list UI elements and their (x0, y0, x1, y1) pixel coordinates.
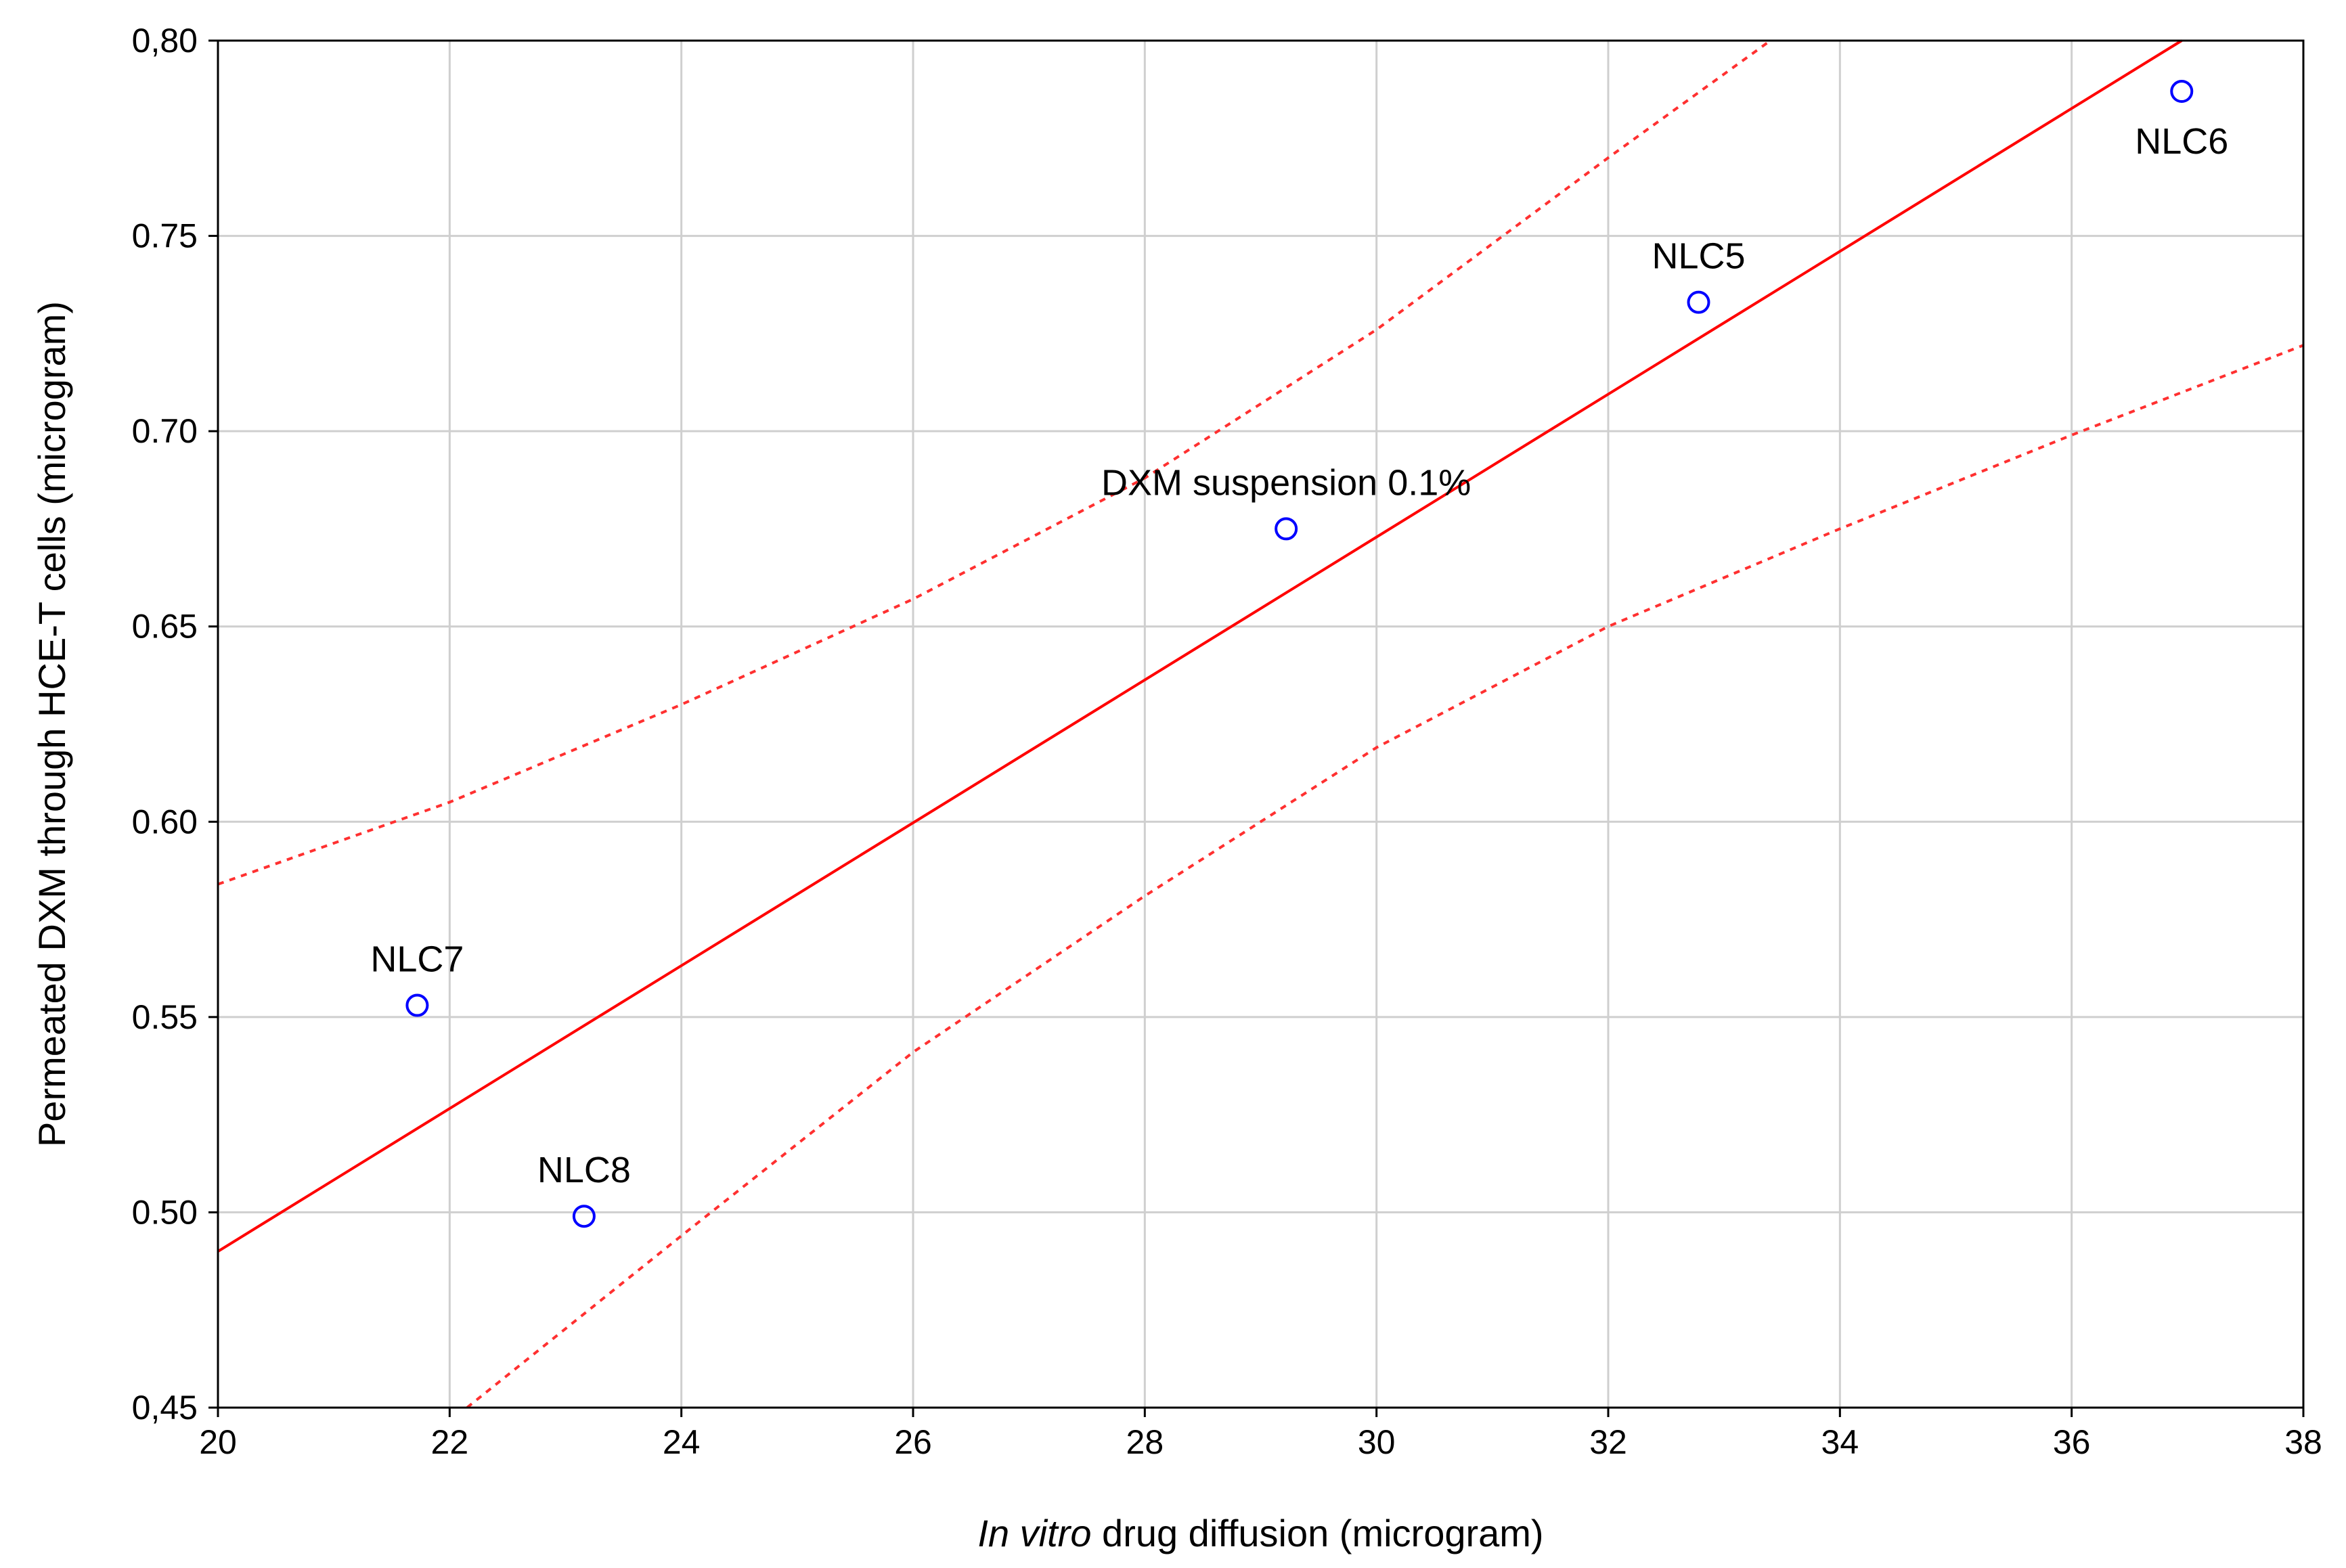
data-point-label: NLC7 (370, 939, 464, 980)
x-tick-label: 34 (1821, 1423, 1859, 1461)
x-axis-title-italic: In vitro (977, 1512, 1091, 1554)
axis-tick-layer: 20 22 24 26 28 30 32 34 36 38 0,45 0.50 0.55 0.60 0.65… (132, 22, 2322, 1461)
data-point-label: NLC5 (1652, 236, 1745, 277)
x-tick-label: 36 (2053, 1423, 2091, 1461)
confidence-band-upper (217, 39, 1771, 886)
x-axis-title: In vitro drug diffusion (microgram) (977, 1512, 1543, 1554)
data-point (1687, 290, 1710, 314)
x-tick-label: 22 (431, 1423, 469, 1461)
x-tick-label: 20 (199, 1423, 237, 1461)
y-tick-label: 0,80 (132, 22, 198, 60)
data-point (405, 993, 429, 1017)
x-tick-label: 26 (894, 1423, 932, 1461)
data-point-label: NLC8 (537, 1150, 631, 1190)
y-tick-label: 0.65 (132, 608, 198, 646)
x-tick-label: 28 (1126, 1423, 1164, 1461)
data-point (1275, 517, 1298, 541)
y-axis-title: Permeated DXM through HCE-T cells (micro… (30, 301, 73, 1147)
plot-frame (217, 39, 2305, 1409)
data-point-layer: NLC7 NLC8 DXM suspension 0.1% NLC5 NLC6 (370, 80, 2228, 1228)
grid-layer (218, 41, 2303, 1408)
confidence-band-layer (217, 39, 2304, 1409)
data-point-label: NLC6 (2135, 121, 2228, 162)
y-tick-label: 0,45 (132, 1389, 198, 1427)
data-point (572, 1205, 596, 1228)
y-tick-label: 0.75 (132, 217, 198, 255)
x-tick-label: 32 (1589, 1423, 1627, 1461)
confidence-band-lower (466, 344, 2304, 1409)
regression-line-layer (217, 39, 2183, 1253)
y-tick-label: 0.60 (132, 803, 198, 841)
y-tick-label: 0.70 (132, 412, 198, 450)
regression-line (217, 39, 2183, 1253)
x-axis-title-rest: drug diffusion (microgram) (1091, 1512, 1543, 1554)
data-point-label: DXM suspension 0.1% (1101, 462, 1471, 503)
x-tick-label: 24 (663, 1423, 701, 1461)
y-tick-label: 0.55 (132, 998, 198, 1036)
x-tick-label: 38 (2284, 1423, 2322, 1461)
data-point (2170, 80, 2194, 104)
x-tick-label: 30 (1358, 1423, 1396, 1461)
y-tick-label: 0.50 (132, 1193, 198, 1231)
